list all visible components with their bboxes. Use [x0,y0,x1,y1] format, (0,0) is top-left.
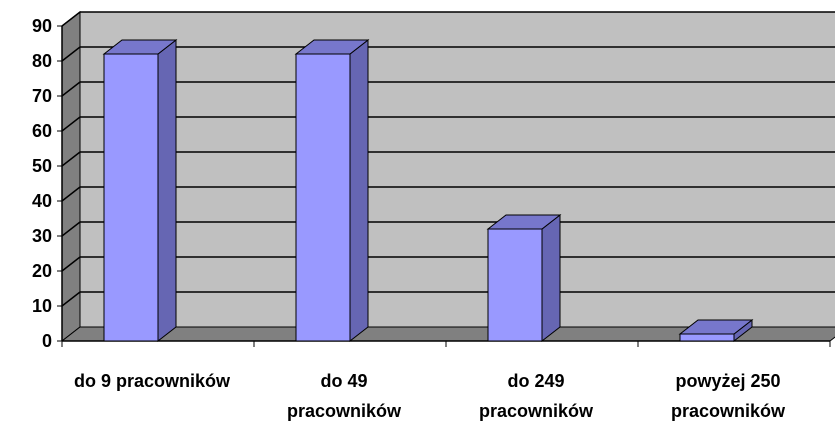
side-wall [61,10,81,343]
bar-front [679,333,735,342]
gridline [61,81,835,97]
y-tick-label: 70 [32,86,52,106]
x-category-label-line: pracowników [479,401,594,421]
gridline [61,11,835,27]
x-category-label-line: pracowników [671,401,786,421]
bar-side [541,213,561,343]
y-tick-label: 90 [32,16,52,36]
x-category-label: do 249 pracowników [479,371,594,421]
chart-walls [60,10,835,343]
x-category-label: powyżej 250 pracowników [671,371,786,421]
x-category-labels: do 9 pracowników do 49 pracowników do 249 pr… [74,371,786,421]
y-tick-label: 50 [32,156,52,176]
bar-front [295,53,351,342]
y-tick-label: 30 [32,226,52,246]
bar-front [487,228,543,342]
bar-side [349,38,369,343]
gridline [61,116,835,132]
x-category-label-line: pracowników [287,401,402,421]
y-tick-label: 0 [42,331,52,351]
bars [102,38,754,343]
y-tick-label: 20 [32,261,52,281]
y-tick-label: 10 [32,296,52,316]
x-category-label: do 9 pracowników [74,371,231,391]
bar [294,38,370,343]
x-category-label-line: powyżej 250 [675,371,780,391]
bar [486,213,562,343]
x-category-label-line: do 49 [320,371,367,391]
y-tick-label: 80 [32,51,52,71]
gridlines [61,11,835,307]
x-category-label-line: do 249 [507,371,564,391]
gridline [61,186,835,202]
bar-side [157,38,177,343]
gridline [61,46,835,62]
gridline [61,151,835,167]
y-tick-label: 60 [32,121,52,141]
gridline [61,256,835,272]
gridline [61,291,835,307]
x-category-label: do 49 pracowników [287,371,402,421]
y-tick-labels: 0 10 20 30 40 50 60 70 80 90 [32,16,52,351]
back-wall [79,11,835,328]
x-category-label-line: do 9 pracowników [74,371,231,391]
bar [102,38,178,343]
bar-front [103,53,159,342]
bar [678,318,754,343]
gridline [61,221,835,237]
y-tick-label: 40 [32,191,52,211]
